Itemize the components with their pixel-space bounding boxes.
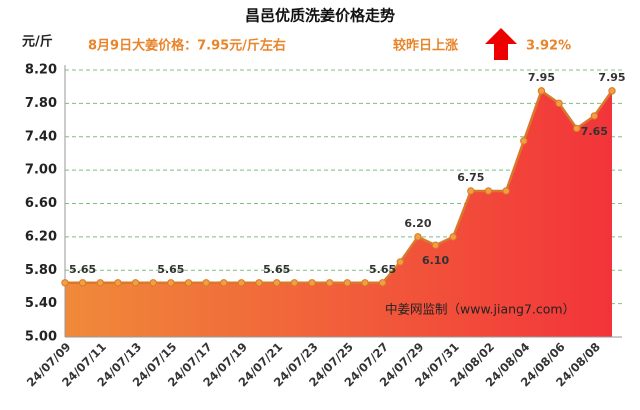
area: [65, 90, 612, 337]
y-tick-label: 7.40: [25, 129, 57, 144]
point: [273, 279, 281, 287]
point: [131, 279, 140, 287]
annotation: 8月9日大姜价格：7.95元/斤左右: [88, 38, 286, 54]
point: [167, 279, 175, 287]
point: [431, 241, 440, 249]
point: [78, 279, 87, 287]
y-tick-label: 6.60: [25, 196, 57, 211]
value-label: 7.95: [528, 71, 555, 84]
value-label: 6.75: [457, 171, 484, 184]
point: [361, 279, 369, 287]
value-label: 5.65: [69, 263, 96, 276]
point: [396, 258, 404, 266]
point: [114, 279, 122, 287]
point: [414, 233, 422, 241]
y-tick-label: 5.40: [25, 296, 57, 311]
point: [608, 87, 616, 95]
point: [502, 187, 510, 195]
value-label: 5.65: [263, 263, 290, 276]
point: [308, 279, 316, 287]
value-label: 6.10: [422, 254, 449, 267]
point: [96, 279, 104, 287]
point: [149, 279, 157, 287]
y-tick-label: 8.20: [25, 63, 57, 78]
point: [467, 187, 475, 195]
point: [555, 99, 563, 108]
point: [220, 279, 228, 287]
point: [484, 187, 493, 195]
point: [290, 279, 299, 287]
value-label: 6.20: [404, 217, 431, 230]
point: [255, 279, 263, 287]
y-tick-label: 7.00: [25, 163, 57, 178]
point: [590, 112, 599, 120]
y-tick-label: 6.20: [25, 229, 57, 244]
point: [537, 87, 546, 95]
point: [325, 279, 334, 287]
point: [184, 279, 193, 287]
value-label: 7.65: [581, 125, 608, 138]
point: [449, 233, 457, 241]
value-label: 5.65: [157, 263, 184, 276]
point: [378, 279, 387, 287]
point: [237, 279, 246, 287]
annotation: 3.92%: [526, 39, 571, 54]
annotation: 较昨日上涨: [393, 38, 458, 54]
point: [343, 279, 352, 287]
y-tick-label: 5.80: [25, 263, 57, 278]
up-arrow: [485, 28, 517, 60]
value-label: 5.65: [369, 263, 396, 276]
watermark: 中姜网监制（www.jiang7.com）: [385, 302, 575, 317]
point: [202, 279, 210, 287]
point: [573, 124, 581, 133]
y-unit: 元/斤: [22, 34, 53, 50]
point: [520, 137, 528, 145]
value-label: 7.95: [598, 71, 625, 84]
chart-title: 昌邑优质洗姜价格走势: [245, 7, 395, 25]
y-tick-label: 5.00: [25, 330, 57, 345]
y-tick-label: 7.80: [25, 96, 57, 111]
point: [61, 279, 69, 287]
